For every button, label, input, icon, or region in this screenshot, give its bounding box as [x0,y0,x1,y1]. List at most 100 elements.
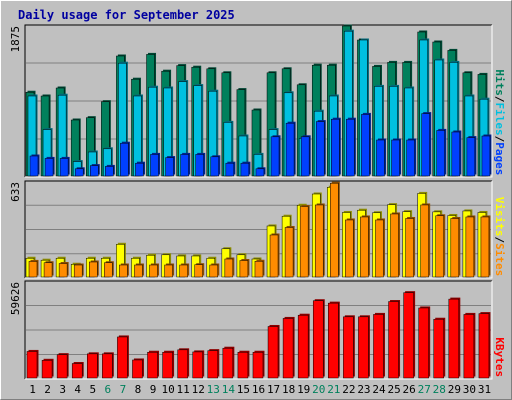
x-tick-label: 26 [403,383,416,396]
bar-kbytes-day-31-face [478,313,490,379]
bar-pages-day-9 [150,152,161,177]
x-tick-label: 19 [297,383,310,396]
panel-middle-frame-light [25,181,493,279]
legend-separator: / [493,237,506,244]
x-tick-label: 13 [207,383,220,396]
panel-top-frame-light [25,25,493,178]
bar-pages-day-31 [481,134,492,177]
bar-pages-day-3-face [59,158,69,177]
bar-kbytes-day-4 [71,362,84,379]
bar-pages-day-23-face [361,114,370,177]
chart-panels: 1875Hits/Files/Pages633Visits/Sites59626… [9,24,506,380]
bar-kbytes-day-28 [433,317,446,379]
bar-pages-day-28-face [436,130,445,177]
bar-pages-day-11 [180,152,191,177]
panel-bottom-bars [26,291,491,379]
bar-kbytes-day-12 [192,350,205,379]
bar-pages-day-16 [255,167,266,177]
legend-separator: / [493,136,506,143]
bar-kbytes-day-5 [87,352,99,379]
bar-sites-day-14-face [224,258,234,278]
bar-sites-day-17-face [269,234,279,278]
bar-kbytes-day-25-face [388,301,399,379]
bar-kbytes-day-14-face [222,347,234,379]
bar-pages-day-20 [315,120,326,177]
bar-sites-day-7 [119,263,129,278]
bar-pages-day-10 [165,156,176,177]
bar-pages-day-30 [466,136,477,177]
bar-kbytes-day-8-face [132,359,143,379]
bar-sites-day-15 [239,258,250,278]
bar-sites-day-23-face [360,216,369,278]
bar-kbytes-day-9 [147,350,160,379]
x-tick-label: 8 [135,383,142,396]
bar-kbytes-day-24 [373,312,385,379]
bar-sites-day-20 [314,203,325,278]
bar-kbytes-day-10-face [162,351,173,379]
x-tick-label: 7 [120,383,127,396]
panel-top-bars [25,24,492,177]
bar-pages-day-17 [270,135,281,177]
bar-pages-day-24 [376,138,386,177]
bar-kbytes-day-30 [463,312,476,379]
bar-sites-day-1 [28,259,39,278]
bar-sites-day-11-face [179,264,188,278]
panel-top-frame-dark [24,24,492,177]
bar-sites-day-6 [104,261,114,278]
bar-sites-day-3-face [58,263,68,278]
bar-pages-day-21-face [331,118,340,177]
bar-pages-day-11-face [180,154,189,177]
x-tick-label: 11 [177,383,190,396]
x-tick-label: 4 [74,383,81,396]
bar-kbytes-day-23 [358,315,370,379]
bar-kbytes-day-2-face [41,360,53,379]
bar-kbytes-day-22 [343,315,355,379]
bar-pages-day-10-face [165,157,174,177]
bar-sites-day-2 [43,261,54,278]
x-tick-label: 10 [161,383,174,396]
bar-sites-day-10-face [164,264,173,278]
bar-sites-day-24 [375,218,385,278]
bar-sites-day-29-face [450,218,460,278]
x-tick-label: 24 [372,383,386,396]
bar-pages-day-25 [391,138,402,177]
bar-pages-day-15-face [240,162,250,177]
bar-pages-day-30-face [466,137,476,177]
bar-pages-day-22 [346,117,356,177]
bar-sites-day-1-face [28,261,38,278]
bar-sites-day-7-face [119,264,128,278]
bar-kbytes-day-17-face [267,326,279,379]
panel-top: 1875 Hits/Files/Pages [9,24,506,178]
x-tick-label: 31 [478,383,491,396]
bar-pages-day-1 [29,154,40,177]
bar-sites-day-3 [58,261,69,278]
bar-pages-day-9-face [150,154,159,177]
legend-pages: Pages [493,142,506,175]
x-tick-label: 18 [282,383,295,396]
bar-pages-day-12 [195,152,206,177]
x-tick-label: 25 [387,383,400,396]
bar-pages-day-24-face [376,139,385,177]
bar-sites-day-31 [480,215,491,278]
x-tick-label: 29 [448,383,461,396]
bar-kbytes-day-16-face [252,351,264,379]
bar-pages-day-28 [436,128,447,177]
legend-sites: Sites [493,243,506,276]
bar-kbytes-day-27 [418,306,431,379]
bar-kbytes-day-16 [252,350,265,379]
panel-middle-frame-dark [24,180,492,278]
bar-sites-day-19 [299,204,310,278]
bar-kbytes-day-7-face [117,336,128,379]
bar-pages-day-23 [361,112,371,177]
panel-top-legend: Hits/Files/Pages [493,69,506,175]
bar-sites-day-19-face [299,206,309,278]
bar-pages-day-6-face [105,166,114,177]
panel-top-ymax-label: 1875 [9,26,22,53]
bar-kbytes-day-21 [328,301,340,379]
bar-pages-day-13 [210,155,221,177]
bar-pages-day-19 [300,135,311,177]
bar-pages-day-3 [59,156,70,177]
bar-sites-day-12-face [194,264,203,278]
bar-sites-day-5-face [89,261,98,278]
